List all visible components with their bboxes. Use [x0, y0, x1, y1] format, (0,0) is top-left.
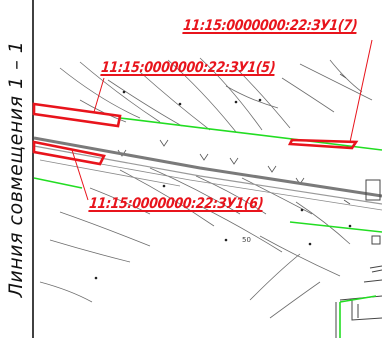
- elevation-mark: 50: [242, 236, 251, 244]
- contour-line: [295, 201, 351, 245]
- slope-ticks: [117, 73, 351, 205]
- contour-line: [199, 205, 283, 253]
- survey-point: [224, 238, 228, 242]
- contour-line: [195, 175, 267, 215]
- leader-line-7: [349, 39, 373, 143]
- survey-point: [300, 208, 304, 212]
- survey-point: [162, 184, 166, 188]
- contour-line: [39, 281, 93, 303]
- boundary-line: [33, 177, 83, 189]
- boundary-line: [119, 117, 382, 151]
- contour-line: [139, 71, 211, 131]
- slope-tick: [339, 73, 347, 79]
- survey-point: [258, 98, 262, 102]
- boundary-line: [339, 295, 377, 303]
- contour-line: [269, 281, 321, 319]
- structure-block: [371, 235, 381, 245]
- survey-point: [308, 242, 312, 246]
- structure-wall: [369, 265, 382, 273]
- road-edge: [33, 136, 382, 198]
- structure-wall: [351, 300, 382, 321]
- boundary-line: [289, 221, 382, 233]
- parcel-6-outline[interactable]: [32, 140, 106, 166]
- leader-line-6: [71, 149, 89, 201]
- survey-point: [234, 100, 238, 104]
- survey-point: [348, 224, 352, 228]
- contour-line: [249, 253, 301, 301]
- contour-line: [167, 59, 237, 133]
- survey-point: [178, 102, 182, 106]
- parcel-5-label[interactable]: 11:15:0000000:22:ЗУ1(5): [100, 60, 277, 76]
- contour-line: [89, 187, 151, 215]
- parcel-7-outline[interactable]: [287, 138, 359, 150]
- contour-line: [49, 239, 131, 263]
- contour-line: [119, 169, 215, 227]
- contour-line: [281, 77, 335, 113]
- contour-line: [199, 57, 263, 131]
- slope-tick: [229, 157, 239, 165]
- contour-line: [241, 177, 313, 215]
- slope-tick: [199, 153, 209, 161]
- contour-line: [225, 85, 279, 109]
- contour-line: [235, 67, 291, 129]
- road-shoulder: [39, 159, 181, 187]
- slope-tick: [159, 139, 169, 147]
- contour-line: [79, 61, 161, 123]
- leader-line-5: [93, 77, 105, 113]
- contour-line: [149, 167, 241, 215]
- parcel-5-outline[interactable]: [32, 102, 122, 128]
- structure-wall: [363, 279, 382, 283]
- parcel-7-label[interactable]: 11:15:0000000:22:ЗУ1(7): [182, 18, 359, 34]
- structure-block: [365, 179, 381, 201]
- boundary-lines: [33, 117, 382, 338]
- slope-tick: [343, 199, 351, 205]
- contour-line: [59, 67, 141, 119]
- contour-line: [59, 211, 151, 247]
- parcel-outlines: [32, 102, 359, 166]
- slope-tick: [267, 165, 277, 173]
- survey-points: [94, 90, 352, 280]
- parcel-6-label[interactable]: 11:15:0000000:22:ЗУ1(6): [88, 196, 265, 212]
- survey-point: [122, 90, 126, 94]
- contour-line: [259, 235, 341, 277]
- leader-lines: [71, 39, 373, 201]
- contour-line: [299, 63, 373, 101]
- contour-line: [107, 79, 183, 127]
- road-edge: [33, 145, 382, 205]
- survey-point: [94, 276, 98, 280]
